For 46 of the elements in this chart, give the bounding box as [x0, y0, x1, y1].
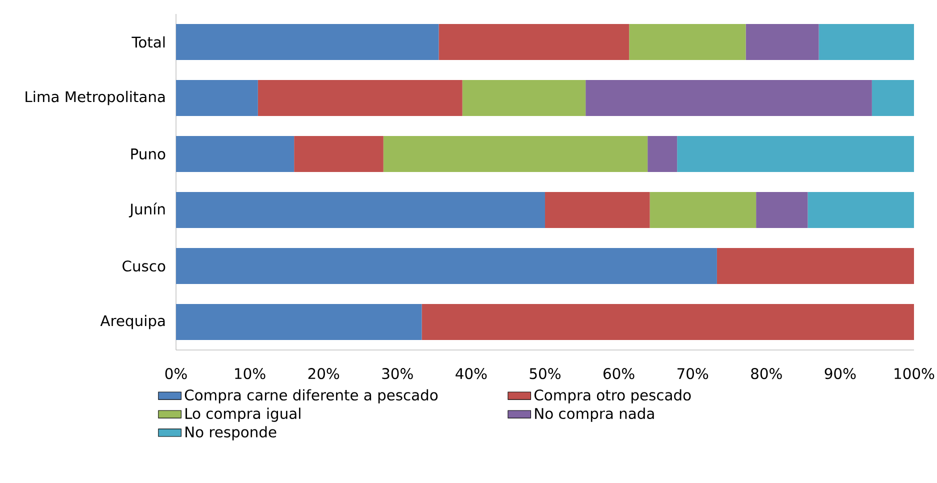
- bar: [176, 304, 422, 340]
- y-tick-label: Arequipa: [100, 314, 165, 330]
- x-tick-label: 40%: [456, 368, 487, 380]
- bar: [650, 192, 756, 228]
- bar: [677, 136, 914, 172]
- bar: [586, 80, 872, 116]
- legend-label: No compra nada: [535, 408, 654, 422]
- bar: [176, 192, 546, 228]
- bar: [176, 80, 258, 116]
- bar: [808, 192, 914, 228]
- x-tick-label: 0%: [165, 368, 187, 380]
- bar: [176, 136, 294, 172]
- bar: [176, 248, 717, 284]
- bar: [648, 136, 678, 172]
- legend-label: No responde: [186, 426, 276, 440]
- x-tick-label: 30%: [382, 368, 413, 380]
- y-tick-label: Junín: [128, 202, 165, 218]
- bar: [176, 24, 439, 60]
- legend-label: Compra carne diferente a pescado: [184, 389, 438, 404]
- bar: [258, 80, 462, 116]
- bar: [872, 80, 914, 116]
- bar: [438, 24, 630, 60]
- bar: [545, 192, 650, 228]
- bar: [629, 24, 746, 60]
- bar: [746, 24, 819, 60]
- y-tick-label: Cusco: [122, 260, 166, 272]
- x-tick-label: 90%: [824, 368, 856, 380]
- bar: [716, 248, 914, 284]
- x-tick-label: 50%: [530, 368, 560, 380]
- y-tick-label: Total: [132, 36, 165, 48]
- bar: [818, 24, 914, 60]
- y-tick-label: Puno: [131, 148, 166, 160]
- legend-label: Lo compra igual: [186, 408, 300, 422]
- x-tick-label: 60%: [604, 368, 634, 380]
- x-tick-label: 10%: [235, 368, 266, 380]
- x-tick-label: 100%: [894, 368, 934, 380]
- bar: [756, 192, 808, 228]
- x-tick-label: 20%: [308, 368, 340, 380]
- legend-label: Compra otro pescado: [534, 389, 691, 404]
- bar: [462, 80, 586, 116]
- bar: [294, 136, 384, 172]
- x-tick-label: 80%: [751, 368, 782, 380]
- y-tick-label: Lima Metropolitana: [26, 90, 165, 106]
- bar: [422, 304, 914, 340]
- x-tick-label: 70%: [678, 368, 708, 380]
- bar: [383, 136, 648, 172]
